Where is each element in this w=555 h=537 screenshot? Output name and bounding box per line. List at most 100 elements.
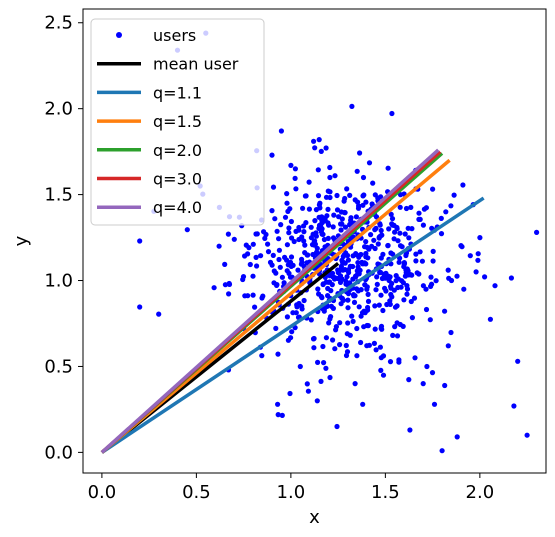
scatter-point [341, 209, 348, 216]
legend-label: q=3.0 [153, 170, 202, 189]
scatter-point [252, 304, 258, 310]
scatter-point [358, 251, 364, 258]
scatter-point [269, 208, 275, 214]
scatter-point [365, 291, 371, 297]
scatter-point [312, 241, 318, 247]
scatter-point [329, 270, 336, 276]
scatter-point [327, 164, 333, 171]
scatter-point [222, 282, 228, 288]
scatter-point [301, 229, 307, 235]
scatter-point [231, 236, 237, 242]
scatter-point [419, 258, 425, 264]
scatter-point [337, 273, 344, 279]
scatter-point [375, 195, 381, 201]
scatter-point [363, 239, 369, 245]
scatter-point [378, 227, 384, 234]
scatter-point [391, 222, 397, 228]
scatter-point [312, 218, 318, 224]
legend-label: q=1.1 [153, 83, 202, 102]
scatter-point [250, 292, 256, 298]
y-tick-label: 2.0 [44, 99, 73, 120]
scatter-point [306, 206, 312, 212]
scatter-point [325, 285, 331, 292]
scatter-point [389, 110, 395, 117]
scatter-point [373, 347, 379, 353]
scatter-point [442, 308, 448, 314]
scatter-point [260, 293, 266, 299]
scatter-point [380, 372, 387, 378]
scatter-point [345, 305, 351, 311]
scatter-point [378, 292, 384, 298]
scatter-point [302, 242, 308, 248]
scatter-point [368, 232, 374, 238]
scatter-point [295, 267, 301, 273]
scatter-point [342, 195, 348, 202]
scatter-point [284, 314, 290, 320]
scatter-point [402, 231, 408, 237]
scatter-point [416, 216, 422, 222]
scatter-point [445, 267, 451, 273]
scatter-point [473, 269, 479, 275]
scatter-point [279, 412, 285, 418]
scatter-point [301, 297, 307, 304]
scatter-point [396, 359, 402, 365]
scatter-point [288, 162, 294, 168]
scatter-point [344, 349, 351, 355]
scatter-point [392, 324, 398, 330]
y-tick-label: 1.5 [44, 185, 73, 206]
scatter-point [442, 382, 448, 389]
scatter-point [404, 291, 410, 297]
y-tick-label: 0.0 [44, 442, 73, 463]
scatter-point [327, 174, 333, 181]
scatter-point [270, 184, 277, 190]
scatter-point [306, 179, 312, 185]
scatter-point [354, 325, 360, 332]
scatter-point [374, 281, 380, 287]
scatter-point [347, 192, 353, 198]
scatter-point [284, 268, 290, 274]
scatter-point [323, 335, 329, 341]
scatter-point [460, 182, 466, 188]
scatter-point [482, 274, 488, 280]
scatter-point [351, 299, 358, 305]
scatter-point [360, 174, 367, 181]
scatter-point [405, 225, 411, 231]
scatter-point [336, 268, 343, 274]
y-tick-label: 0.5 [44, 356, 73, 377]
scatter-point [524, 432, 530, 438]
scatter-point [429, 281, 435, 287]
scatter-point [321, 218, 327, 224]
legend-label: q=1.5 [153, 112, 202, 131]
scatter-point [343, 250, 349, 256]
scatter-point [225, 231, 231, 237]
scatter-point [515, 358, 521, 364]
scatter-point [325, 235, 331, 241]
scatter-point [358, 339, 364, 346]
scatter-point [274, 282, 280, 288]
scatter-point [427, 317, 433, 323]
scatter-point [285, 337, 291, 343]
scatter-point [315, 193, 322, 199]
y-axis: 0.0 0.5 1.0 1.5 2.0 2.5 [44, 13, 83, 463]
scatter-point [304, 260, 310, 266]
scatter-point [370, 180, 376, 186]
scatter-point [375, 241, 381, 247]
scatter-point [302, 193, 308, 199]
scatter-point [276, 256, 282, 263]
scatter-point [397, 204, 403, 210]
scatter-point [475, 251, 481, 257]
scatter-point [299, 259, 305, 265]
scatter-point [352, 381, 358, 387]
scatter-point [343, 281, 349, 287]
scatter-point [330, 305, 336, 311]
scatter-point [379, 275, 385, 282]
scatter-point [508, 275, 514, 281]
scatter-point [349, 313, 355, 319]
scatter-point [325, 220, 331, 226]
scatter-point [385, 273, 391, 279]
scatter-point [378, 367, 384, 373]
scatter-point [377, 221, 383, 227]
scatter-point [366, 160, 373, 166]
scatter-point [387, 359, 394, 365]
scatter-point [438, 231, 445, 237]
